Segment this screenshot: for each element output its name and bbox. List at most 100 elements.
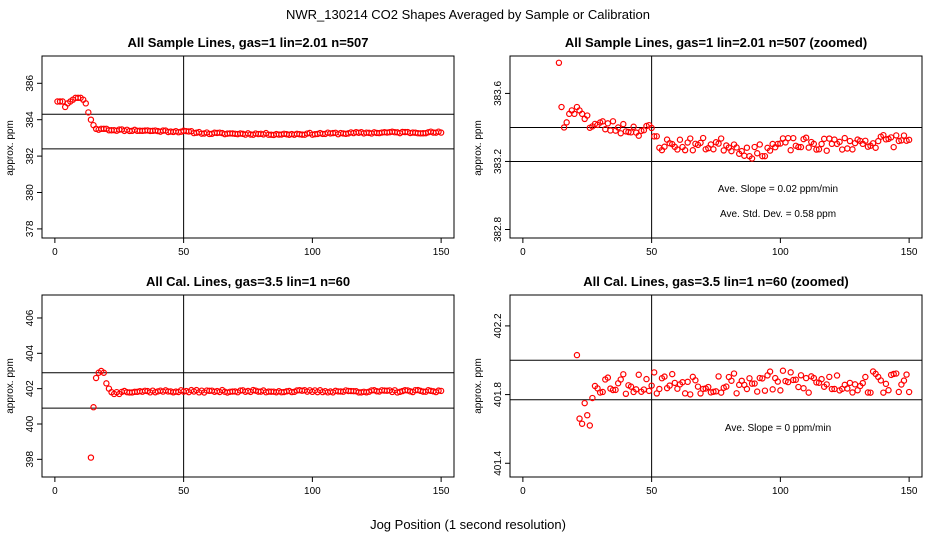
data-point: [802, 134, 810, 141]
data-point: [617, 130, 624, 137]
x-tick-label: 100: [772, 486, 789, 497]
y-tick-label: 398: [25, 451, 36, 468]
data-point: [746, 375, 753, 382]
data-point: [905, 136, 913, 144]
y-tick-label: 383.2: [493, 149, 504, 174]
data-point: [784, 134, 792, 142]
data-point: [715, 140, 722, 147]
data-point: [838, 146, 846, 153]
figure-title: NWR_130214 CO2 Shapes Averaged by Sample…: [286, 7, 650, 22]
data-point: [893, 370, 900, 377]
data-point: [90, 404, 97, 411]
data-point: [795, 383, 802, 391]
data-point: [800, 385, 807, 392]
data-point: [756, 141, 763, 148]
data-point: [805, 144, 812, 151]
data-point: [890, 143, 897, 151]
data-point: [761, 387, 769, 394]
data-point: [872, 144, 879, 151]
panel-bottom-right: All Cal. Lines, gas=3.5 lin=1 n=60 (zoom…: [473, 274, 923, 497]
data-point: [661, 373, 668, 380]
data-point: [790, 134, 797, 142]
data-point: [617, 376, 624, 383]
data-point: [759, 152, 766, 160]
data-point: [766, 147, 774, 154]
data-point: [560, 124, 568, 131]
x-tick-label: 50: [178, 486, 190, 497]
data-point: [774, 140, 782, 148]
data-point: [741, 152, 748, 159]
y-tick-label: 378: [25, 220, 36, 237]
data-point: [609, 118, 617, 125]
data-point: [728, 147, 735, 155]
x-tick-label: 50: [178, 247, 190, 258]
data-point: [826, 135, 833, 142]
data-point: [846, 379, 854, 387]
x-tick-label: 0: [520, 247, 526, 258]
x-tick-label: 150: [901, 247, 918, 258]
data-point: [844, 385, 851, 392]
data-point: [717, 135, 725, 142]
data-point: [815, 146, 823, 153]
data-point: [851, 381, 859, 388]
data-point: [743, 144, 751, 151]
data-point: [87, 116, 95, 123]
panel-top-left: All Sample Lines, gas=1 lin=2.01 n=507 a…: [5, 35, 455, 258]
data-point: [656, 385, 663, 393]
data-point: [748, 155, 756, 162]
data-point: [887, 134, 895, 141]
data-point: [787, 369, 794, 376]
data-point: [681, 146, 689, 154]
data-point: [710, 388, 717, 395]
data-point: [614, 124, 622, 131]
y-tick-label: 406: [25, 309, 36, 326]
data-point: [684, 378, 691, 386]
panel-title: All Sample Lines, gas=1 lin=2.01 n=507: [128, 35, 369, 50]
data-point: [687, 391, 694, 398]
data-point: [103, 380, 110, 387]
x-tick-label: 150: [901, 486, 918, 497]
data-point: [895, 137, 903, 145]
data-point: [707, 141, 715, 148]
data-point: [599, 118, 606, 125]
data-point: [820, 135, 828, 143]
data-point: [638, 127, 645, 135]
y-tick-label: 401.4: [493, 450, 504, 475]
data-point: [823, 147, 830, 154]
data-point: [635, 371, 642, 378]
figure-xlabel: Jog Position (1 second resolution): [370, 517, 566, 532]
data-point: [777, 387, 784, 394]
data-point: [87, 454, 95, 461]
data-point: [862, 373, 869, 381]
panel-title: All Cal. Lines, gas=3.5 lin=1 n=60 (zoom…: [583, 274, 849, 289]
data-point: [687, 135, 694, 142]
data-point: [599, 388, 606, 396]
x-tick-label: 0: [52, 486, 58, 497]
data-point: [689, 147, 697, 154]
data-point: [846, 137, 854, 145]
data-point: [890, 370, 897, 378]
data-point: [674, 146, 681, 153]
data-point: [82, 100, 89, 107]
data-point: [596, 389, 604, 396]
data-point: [818, 375, 825, 383]
data-point: [862, 137, 869, 144]
data-point: [710, 146, 717, 153]
plot-frame: [41, 55, 455, 239]
data-point: [661, 143, 668, 150]
data-point: [720, 147, 727, 154]
data-point: [802, 374, 810, 382]
data-point: [558, 103, 565, 111]
data-point: [743, 385, 751, 393]
data-point: [849, 146, 856, 153]
data-point: [805, 389, 812, 396]
data-point: [882, 380, 890, 388]
data-point: [632, 386, 640, 393]
x-tick-label: 150: [433, 247, 450, 258]
data-point: [877, 377, 885, 384]
data-point: [779, 367, 787, 374]
data-point: [620, 120, 627, 128]
data-point: [833, 372, 841, 379]
data-point: [573, 351, 581, 359]
